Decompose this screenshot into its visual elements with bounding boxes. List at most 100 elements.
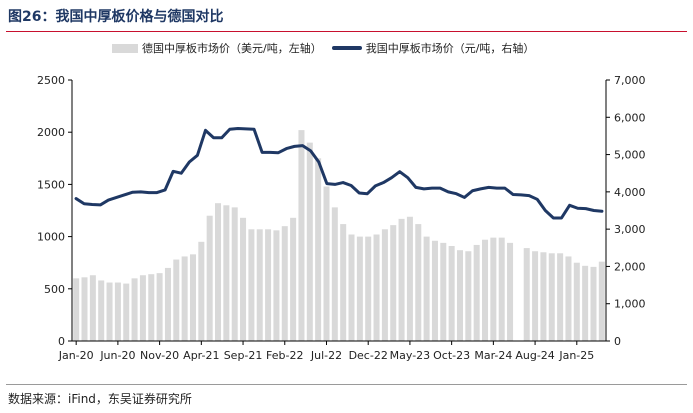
right-tick-label: 0: [614, 335, 621, 348]
bar-germany-price: [98, 280, 105, 341]
bar-germany-price: [507, 242, 514, 341]
bar-germany-price: [573, 262, 580, 341]
bar-germany-price: [415, 224, 422, 341]
left-tick-label: 1000: [37, 231, 65, 244]
bar-germany-price: [540, 252, 547, 341]
bar-germany-price: [298, 130, 305, 341]
title-divider: [6, 31, 687, 32]
right-tick-label: 7,000: [614, 74, 646, 87]
right-tick-label: 6,000: [614, 111, 646, 124]
legend-bar-swatch: [112, 43, 138, 53]
legend-line-swatch: [331, 46, 362, 50]
bar-germany-price: [331, 207, 338, 341]
right-tick-label: 4,000: [614, 186, 646, 199]
chart-legend: 德国中厚板市场价（美元/吨，左轴） 我国中厚板市场价（元/吨，右轴）: [112, 40, 544, 56]
bar-germany-price: [265, 229, 272, 341]
legend-label-china: 我国中厚板市场价（元/吨，右轴）: [365, 42, 535, 55]
bar-germany-price: [231, 207, 238, 341]
bar-germany-price: [290, 217, 297, 341]
left-tick-label: 0: [58, 335, 65, 348]
bar-germany-price: [273, 230, 280, 341]
bar-germany-price: [590, 266, 597, 341]
right-tick-label: 3,000: [614, 223, 646, 236]
x-tick-label: Aug-24: [515, 349, 554, 362]
bar-germany-price: [164, 267, 171, 341]
bar-germany-price: [565, 256, 572, 341]
x-tick-label: Dec-22: [349, 349, 388, 362]
x-tick-label: Oct-23: [433, 349, 470, 362]
line-china-price: [74, 126, 604, 220]
bar-germany-price: [498, 237, 505, 341]
right-tick-label: 1,000: [614, 298, 646, 311]
bar-germany-price: [356, 236, 363, 341]
left-tick-label: 500: [44, 283, 65, 296]
bar-germany-price: [223, 205, 230, 341]
bar-germany-price: [131, 278, 138, 341]
bar-germany-price: [156, 273, 163, 341]
bar-germany-price: [340, 224, 347, 341]
right-tick-label: 5,000: [614, 149, 646, 162]
x-tick-label: Nov-20: [140, 349, 179, 362]
bar-germany-price: [256, 229, 263, 341]
bar-germany-price: [240, 217, 247, 341]
bar-germany-price: [482, 239, 489, 341]
x-tick-label: Apr-21: [183, 349, 219, 362]
bar-germany-price: [323, 186, 330, 341]
bar-germany-price: [398, 218, 405, 341]
bar-germany-price: [373, 234, 380, 341]
bar-germany-price: [390, 225, 397, 341]
bar-germany-price: [81, 277, 88, 341]
x-tick-label: Feb-22: [266, 349, 303, 362]
bar-germany-price: [440, 242, 447, 341]
bar-germany-price: [465, 251, 472, 341]
bar-germany-price: [189, 254, 196, 341]
bar-germany-price: [315, 158, 322, 341]
bar-germany-price: [406, 216, 413, 341]
footer-divider: [6, 384, 687, 385]
bar-germany-price: [490, 237, 497, 341]
bar-germany-price: [89, 275, 96, 341]
x-tick-label: May-23: [390, 349, 431, 362]
x-tick-label: Jun-20: [99, 349, 135, 362]
legend-item-germany: 德国中厚板市场价（美元/吨，左轴）: [112, 40, 322, 56]
legend-label-germany: 德国中厚板市场价（美元/吨，左轴）: [142, 42, 322, 55]
bar-germany-price: [181, 256, 188, 341]
bar-germany-price: [548, 253, 555, 341]
x-tick-label: Sep-21: [224, 349, 263, 362]
bar-germany-price: [306, 142, 313, 341]
x-tick-label: Jul-22: [310, 349, 342, 362]
bar-germany-price: [348, 234, 355, 341]
bar-germany-price: [431, 240, 438, 341]
bar-germany-price: [473, 244, 480, 341]
x-tick-label: Jan-20: [58, 349, 94, 362]
bar-germany-price: [173, 259, 180, 341]
left-tick-label: 1500: [37, 178, 65, 191]
bar-germany-price: [381, 229, 388, 341]
legend-item-china: 我国中厚板市场价（元/吨，右轴）: [331, 40, 535, 56]
bar-germany-price: [198, 241, 205, 341]
bar-germany-price: [532, 251, 539, 341]
price-comparison-chart: 0 500 1000 1500 2000 2500 0 1,000 2,000 3,000 4,00…: [37, 74, 646, 362]
bar-germany-price: [148, 274, 155, 341]
bar-germany-price: [281, 226, 288, 341]
bar-germany-price: [123, 283, 130, 341]
bar-germany-price: [448, 246, 455, 341]
left-tick-label: 2000: [37, 126, 65, 139]
bar-germany-price: [206, 215, 213, 341]
bar-germany-price: [248, 229, 255, 341]
bar-germany-price: [423, 236, 430, 341]
bar-germany-price: [114, 282, 121, 341]
right-tick-label: 2,000: [614, 260, 646, 273]
bar-germany-price: [523, 248, 530, 341]
bar-germany-price: [106, 282, 113, 341]
x-tick-label: Jan-25: [558, 349, 594, 362]
source-note: 数据来源：iFind，东吴证券研究所: [8, 392, 192, 406]
bar-germany-price: [557, 253, 564, 341]
bar-germany-price: [456, 250, 463, 341]
chart-title: 图26：我国中厚板价格与德国对比: [8, 9, 224, 25]
bar-germany-price: [598, 261, 605, 341]
bar-germany-price: [73, 278, 80, 341]
x-tick-label: Mar-24: [474, 349, 512, 362]
bar-germany-price: [215, 203, 222, 341]
left-tick-label: 2500: [37, 74, 65, 87]
